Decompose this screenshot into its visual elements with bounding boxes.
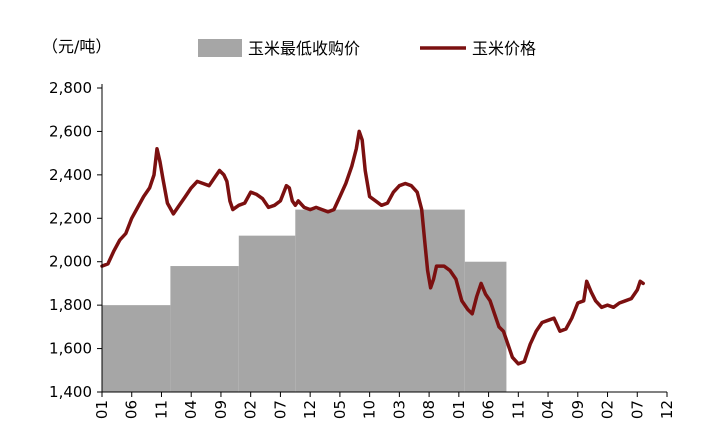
min-price-step-2	[238, 235, 296, 392]
y-tick-label: 1,400	[49, 383, 92, 401]
x-tick-label: 08	[420, 400, 438, 419]
x-tick-label: 04	[539, 400, 557, 419]
y-unit-label: （元/吨）	[42, 37, 111, 56]
x-tick-label: 12	[301, 400, 319, 419]
x-axis: 01 06 11 04 09 02 07 12 05 10 03 08 01 06 11 04 09 02 07 12	[93, 391, 676, 419]
min-price-step-0	[102, 305, 171, 392]
y-tick-label: 2,800	[49, 79, 92, 97]
y-axis: 1,400 1,600 1,800 2,000 2,200 2,400 2,600 2,800	[49, 79, 103, 401]
y-tick-label: 2,400	[49, 166, 92, 184]
min-price-step-1	[170, 266, 239, 392]
x-tick-label: 07	[271, 400, 289, 419]
x-tick-label: 02	[599, 400, 617, 419]
x-tick-label: 03	[390, 400, 408, 419]
x-tick-label: 05	[331, 400, 349, 419]
corn-price-line	[100, 129, 645, 366]
x-tick-label: 12	[658, 400, 676, 419]
x-tick-label: 07	[628, 400, 646, 419]
x-tick-label: 02	[242, 400, 260, 419]
legend: （元/吨） 玉米最低收购价 玉米价格	[42, 37, 536, 58]
legend-label-min-price: 玉米最低收购价	[248, 39, 360, 58]
x-tick-label: 11	[152, 400, 170, 419]
x-tick-label: 06	[123, 400, 141, 419]
x-tick-label: 01	[93, 400, 111, 419]
x-tick-label: 09	[212, 400, 230, 419]
y-tick-label: 2,600	[49, 122, 92, 140]
legend-swatch-min-price	[198, 39, 242, 57]
x-tick-label: 01	[450, 400, 468, 419]
legend-label-corn-price: 玉米价格	[472, 39, 536, 58]
x-tick-label: 11	[509, 400, 527, 419]
x-tick-label: 10	[361, 400, 379, 419]
x-tick-label: 04	[182, 400, 200, 419]
y-tick-label: 1,600	[49, 340, 92, 358]
y-tick-label: 2,000	[49, 253, 92, 271]
x-tick-label: 06	[480, 400, 498, 419]
x-tick-label: 09	[569, 400, 587, 419]
y-tick-label: 1,800	[49, 296, 92, 314]
plot-area	[100, 129, 645, 392]
min-price-step-3	[295, 209, 465, 392]
y-tick-label: 2,200	[49, 209, 92, 227]
